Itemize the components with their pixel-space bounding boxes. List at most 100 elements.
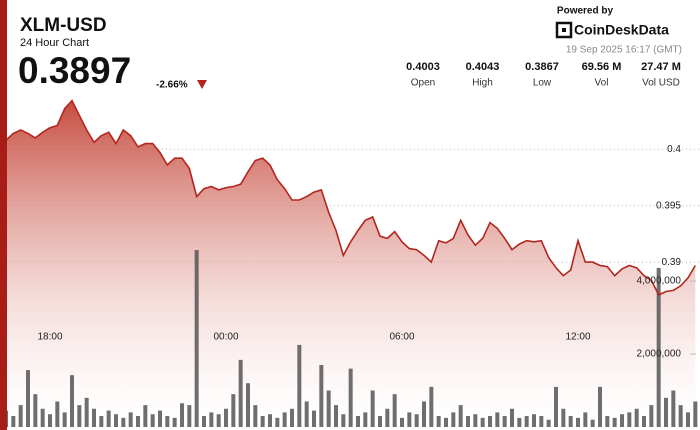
volume-bar [436,416,441,427]
volume-bar [539,416,544,427]
volume-bar [444,417,448,427]
volume-bar [576,417,580,427]
volume-bar [62,412,67,427]
volume-bar [348,368,353,427]
volume-bar [304,401,309,427]
volume-bar [532,414,536,427]
plot-area: 0.39 0.395 0.4 2,000,000 4,000,000 18:00 00:00… [4,99,700,427]
volume-bar [422,401,426,427]
y2-tick-label: 2,000,000 [637,349,682,360]
volume-bar [209,412,214,427]
volume-bar [48,414,52,427]
volume-bar [99,416,104,427]
volume-bar [678,405,683,427]
volume-bar [363,412,368,427]
chart-title: XLM-USD [20,15,107,36]
volume-bar [451,412,456,427]
volume-bar [627,412,632,427]
y-tick-label: 0.395 [656,200,681,211]
change: -2.66% [156,80,188,91]
volume-bar [312,410,316,427]
x-tick-label: 18:00 [37,332,62,343]
volume-bar [246,383,250,427]
powered-by: Powered by [557,6,614,17]
volume-bar [649,405,654,427]
brand: CoinDeskData [574,22,669,38]
volume-bar [275,417,280,427]
volume-bar [466,416,470,427]
volume-bar [414,414,419,427]
stat-value: 0.4003 [406,61,440,73]
stat-value: 69.56 M [582,61,622,73]
price: 0.3897 [18,50,131,91]
volume-bar [598,386,602,427]
volume-bar [334,405,338,427]
volume-bar [268,414,272,427]
volume-bar [356,416,360,427]
volume-bar [55,401,60,427]
volume-bar [253,405,258,427]
volume-bar [583,412,588,427]
volume-bar [664,397,668,427]
volume-bar [165,416,170,427]
volume-bar [136,416,140,427]
volume-bar [33,394,38,427]
volume-bar [238,359,243,427]
volume-bar [282,412,287,427]
volume-bar [143,405,148,427]
volume-bar [495,412,500,427]
volume-bar [656,267,661,427]
volume-bar [194,250,199,427]
stat-value: 0.4043 [466,61,500,73]
volume-bar [150,414,155,427]
volume-bar [502,416,507,427]
edge-strip [0,0,7,430]
volume-bar [77,405,82,427]
volume-bar [634,408,639,427]
stat-label: Open [411,78,435,89]
volume-bar [326,390,331,427]
volume-bar [458,405,463,427]
volume-bar [84,397,89,427]
timestamp: 19 Sep 2025 16:17 (GMT) [566,45,682,56]
volume-bar [612,417,617,427]
stats: 0.4003 Open 0.4043 High 0.3867 Low 69.56 M Vol 2… [406,61,681,89]
volume-bar [385,408,390,427]
volume-bar [590,419,595,427]
volume-bar [180,403,184,427]
volume-bar [546,419,551,427]
volume-bar [121,417,126,427]
x-tick-label: 06:00 [389,332,414,343]
y-tick-label: 0.4 [667,144,681,155]
y-tick-label: 0.39 [662,257,682,268]
stat-label: High [472,78,493,89]
volume-bar [568,416,573,427]
volume-bar [407,412,412,427]
volume-bar [158,410,162,427]
volume-bar [686,412,690,427]
volume-bar [392,394,397,427]
volume-bar [561,408,566,427]
down-arrow [197,80,207,89]
volume-bar [92,408,96,427]
stat-label: Vol USD [642,78,680,89]
stat-label: Vol [595,78,609,89]
x-tick-label: 12:00 [565,332,590,343]
volume-bar [671,390,676,427]
volume-bar [224,408,228,427]
volume-bar [319,364,324,427]
volume-bar [605,416,610,427]
volume-bar [290,408,294,427]
y2-tick-label: 4,000,000 [637,276,682,287]
volume-bar [620,414,624,427]
x-tick-label: 00:00 [213,332,238,343]
volume-bar [378,416,382,427]
volume-bar [70,375,74,427]
volume-bar [480,417,485,427]
volume-bar [488,416,492,427]
volume-bar [187,405,192,427]
price-line [5,99,696,296]
volume-bar [510,408,514,427]
volume-bar [114,414,118,427]
